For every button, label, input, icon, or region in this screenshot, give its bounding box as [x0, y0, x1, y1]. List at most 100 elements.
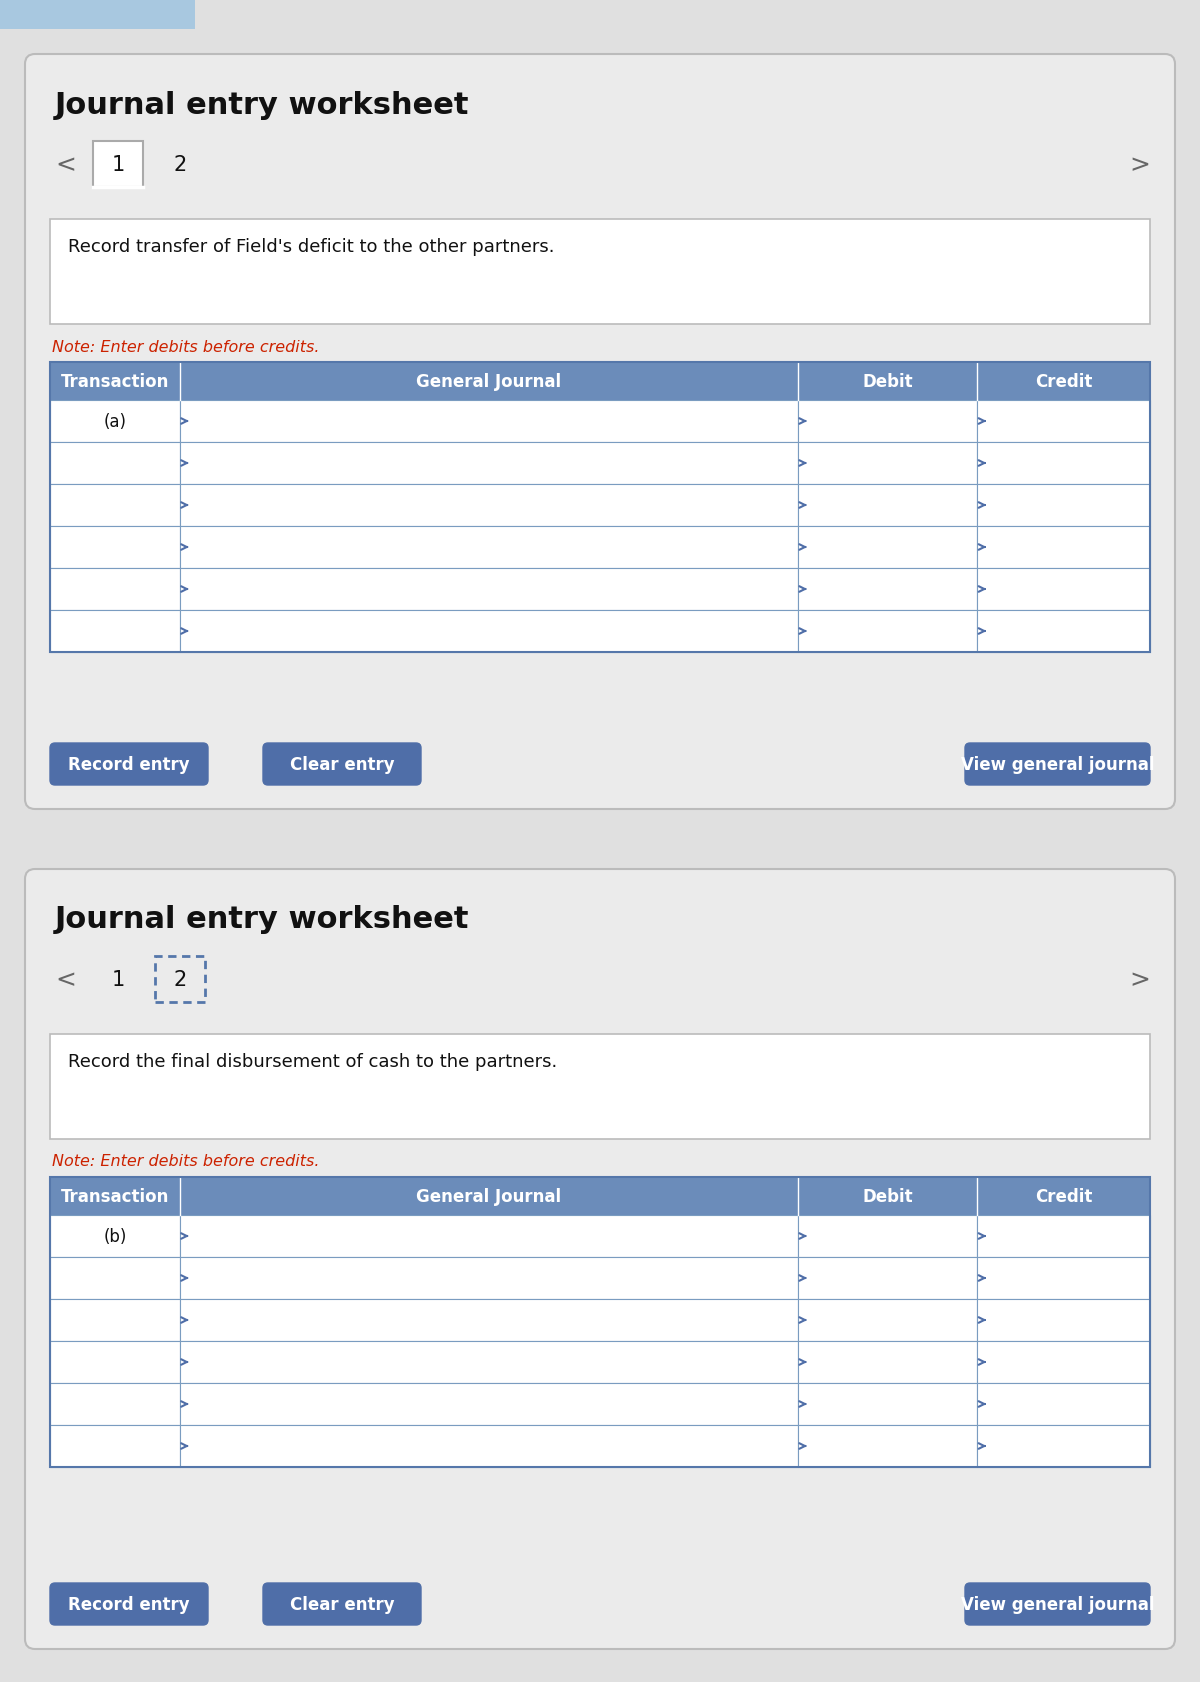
Bar — [180, 569, 798, 611]
FancyBboxPatch shape — [25, 870, 1175, 1648]
Bar — [180, 363, 798, 400]
Bar — [180, 526, 798, 569]
Text: (a): (a) — [103, 412, 126, 431]
Bar — [977, 1299, 1150, 1341]
Bar — [798, 442, 977, 484]
Bar — [977, 611, 1150, 653]
FancyBboxPatch shape — [965, 1583, 1150, 1625]
Bar — [155, 957, 205, 1002]
Bar — [50, 569, 180, 611]
Bar — [798, 1299, 977, 1341]
Bar — [50, 442, 180, 484]
Bar — [180, 1383, 798, 1425]
Text: 1: 1 — [112, 969, 125, 989]
Bar — [180, 611, 798, 653]
Bar — [50, 1341, 180, 1383]
Bar — [977, 400, 1150, 442]
Bar — [180, 1256, 798, 1299]
Bar — [180, 442, 798, 484]
Bar — [50, 1425, 180, 1467]
Text: General Journal: General Journal — [416, 373, 562, 390]
Bar — [50, 220, 1150, 325]
Text: View general journal: View general journal — [961, 1595, 1154, 1613]
Bar — [977, 569, 1150, 611]
Bar — [977, 442, 1150, 484]
Bar — [94, 141, 143, 188]
Bar — [50, 400, 180, 442]
Bar — [50, 1216, 180, 1256]
Bar — [977, 484, 1150, 526]
Bar — [798, 569, 977, 611]
Text: Clear entry: Clear entry — [289, 1595, 395, 1613]
Bar — [977, 526, 1150, 569]
Bar — [798, 1425, 977, 1467]
Text: Record the final disbursement of cash to the partners.: Record the final disbursement of cash to… — [68, 1053, 557, 1070]
Bar — [50, 1299, 180, 1341]
Bar — [50, 526, 180, 569]
Text: Record entry: Record entry — [68, 755, 190, 774]
Text: Transaction: Transaction — [61, 1187, 169, 1206]
FancyBboxPatch shape — [50, 743, 208, 785]
Bar — [50, 363, 1150, 653]
Bar — [977, 1341, 1150, 1383]
Bar — [180, 1425, 798, 1467]
Bar — [50, 1383, 180, 1425]
FancyBboxPatch shape — [965, 743, 1150, 785]
Text: Credit: Credit — [1034, 1187, 1092, 1206]
Bar — [798, 1383, 977, 1425]
Bar — [977, 1256, 1150, 1299]
Bar — [798, 400, 977, 442]
Text: <: < — [55, 967, 76, 991]
Bar — [977, 1177, 1150, 1216]
Text: Record transfer of Field's deficit to the other partners.: Record transfer of Field's deficit to th… — [68, 237, 554, 256]
Bar — [798, 363, 977, 400]
Bar — [180, 1299, 798, 1341]
Text: Record entry: Record entry — [68, 1595, 190, 1613]
Text: <: < — [55, 153, 76, 177]
Text: 2: 2 — [173, 969, 187, 989]
Bar — [977, 1383, 1150, 1425]
Bar — [50, 1177, 180, 1216]
Text: >: > — [1129, 153, 1150, 177]
Bar — [798, 611, 977, 653]
Text: Journal entry worksheet: Journal entry worksheet — [55, 91, 469, 119]
Bar — [50, 484, 180, 526]
FancyBboxPatch shape — [25, 56, 1175, 809]
FancyBboxPatch shape — [263, 743, 421, 785]
Text: General Journal: General Journal — [416, 1187, 562, 1206]
Bar — [50, 363, 180, 400]
Text: Debit: Debit — [863, 1187, 913, 1206]
Text: Note: Enter debits before credits.: Note: Enter debits before credits. — [52, 1154, 319, 1169]
Bar — [798, 526, 977, 569]
Text: Note: Enter debits before credits.: Note: Enter debits before credits. — [52, 340, 319, 355]
Text: Journal entry worksheet: Journal entry worksheet — [55, 905, 469, 934]
Bar — [50, 1034, 1150, 1139]
Text: >: > — [1129, 967, 1150, 991]
Text: (b): (b) — [103, 1228, 126, 1245]
Bar — [977, 1425, 1150, 1467]
Bar — [798, 1256, 977, 1299]
Bar — [50, 1177, 1150, 1467]
FancyBboxPatch shape — [263, 1583, 421, 1625]
Bar — [798, 484, 977, 526]
Bar — [977, 363, 1150, 400]
Text: 2: 2 — [173, 155, 187, 175]
Bar — [50, 611, 180, 653]
Bar — [977, 1216, 1150, 1256]
Text: Clear entry: Clear entry — [289, 755, 395, 774]
Text: 1: 1 — [112, 155, 125, 175]
Bar — [180, 1177, 798, 1216]
Text: Credit: Credit — [1034, 373, 1092, 390]
Text: Transaction: Transaction — [61, 373, 169, 390]
Bar — [0, 0, 194, 30]
FancyBboxPatch shape — [50, 1583, 208, 1625]
Bar — [180, 1216, 798, 1256]
Bar — [50, 1256, 180, 1299]
Bar — [180, 400, 798, 442]
Bar — [180, 1341, 798, 1383]
Bar — [798, 1341, 977, 1383]
Bar — [798, 1177, 977, 1216]
Bar — [180, 484, 798, 526]
Text: Debit: Debit — [863, 373, 913, 390]
Bar — [798, 1216, 977, 1256]
